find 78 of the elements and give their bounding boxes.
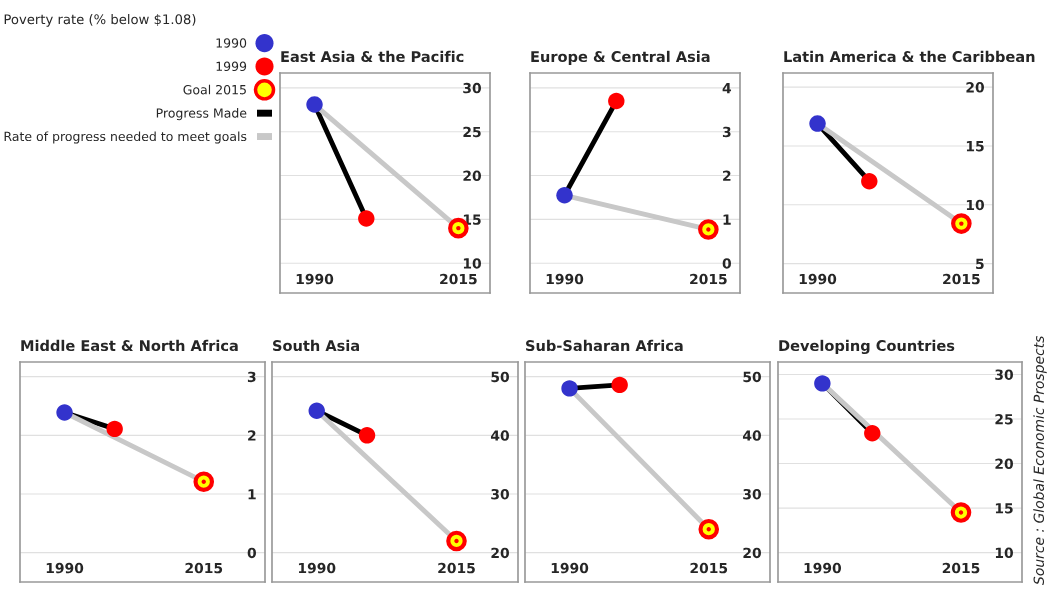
x-tick-label: 2015 — [690, 273, 727, 285]
y-tick-label: 30 — [743, 488, 761, 500]
y-tick-label: 40 — [742, 430, 761, 441]
point — [861, 173, 878, 190]
y-tick-label: 10 — [966, 199, 984, 211]
x-tick-label: 2015 — [440, 273, 477, 285]
x-tick-label: 1990 — [46, 562, 84, 574]
x-tick-label: 1990 — [298, 562, 336, 574]
y-tick-label: 4 — [722, 83, 732, 94]
point — [951, 213, 972, 234]
y-tick-label: 20 — [463, 170, 481, 182]
y-tick-label: 30 — [995, 369, 1013, 380]
x-tick-label: 2015 — [185, 562, 223, 574]
y-tick-label: 0 — [247, 547, 256, 559]
point — [814, 375, 831, 392]
y-tick-label: 25 — [463, 126, 481, 138]
y-tick-label: 50 — [491, 371, 509, 383]
x-tick-label: 2015 — [942, 562, 980, 574]
y-tick-label: 20 — [743, 547, 761, 559]
y-tick-label: 15 — [995, 503, 1013, 514]
chart-title: South Asia — [273, 339, 359, 352]
y-tick-label: 1 — [723, 214, 731, 225]
chart-title: East Asia & the Pacific — [281, 50, 464, 63]
chart-title: Sub-Saharan Africa — [526, 339, 683, 352]
y-tick-label: 3 — [247, 371, 256, 383]
legend-label: Rate of progress needed to meet goals — [4, 131, 247, 144]
x-tick-label: 1990 — [296, 273, 334, 285]
point — [698, 518, 720, 540]
y-tick-label: 25 — [995, 413, 1013, 425]
legend-title: Poverty rate (% below $1.08) — [4, 14, 196, 27]
y-tick-label: 20 — [491, 547, 509, 559]
x-tick-label: 1990 — [546, 273, 584, 285]
y-tick-label: 3 — [722, 126, 731, 138]
y-tick-label: 20 — [995, 458, 1013, 470]
y-tick-label: 20 — [966, 82, 984, 93]
chart-title: Middle East & North Africa — [21, 339, 238, 352]
y-tick-label: 30 — [491, 488, 509, 500]
point — [611, 376, 628, 394]
x-tick-label: 2015 — [438, 562, 475, 574]
x-tick-label: 2015 — [690, 562, 728, 574]
point — [56, 404, 73, 421]
point — [608, 92, 625, 110]
y-tick-label: 2 — [723, 170, 731, 181]
y-tick-label: 5 — [976, 258, 984, 270]
chart-title: Latin America & the Caribbean — [784, 50, 1035, 63]
point — [698, 219, 719, 240]
point — [106, 420, 123, 438]
point — [864, 425, 881, 442]
y-tick-label: 40 — [490, 430, 509, 441]
y-tick-label: 10 — [995, 547, 1013, 559]
point — [308, 402, 325, 419]
point — [809, 115, 826, 132]
point — [306, 96, 323, 113]
x-tick-label: 1990 — [804, 562, 842, 574]
point — [446, 530, 467, 552]
point — [950, 502, 972, 523]
point — [556, 187, 573, 204]
point — [561, 380, 578, 397]
y-tick-label: 50 — [743, 371, 761, 383]
x-tick-label: 2015 — [943, 273, 980, 285]
x-tick-label: 1990 — [551, 562, 589, 574]
y-tick-label: 2 — [248, 430, 256, 441]
y-tick-label: 10 — [463, 258, 481, 269]
y-tick-label: 15 — [966, 141, 984, 152]
legend-label: Goal 2015 — [183, 84, 246, 95]
legend-label: Progress Made — [156, 108, 247, 121]
y-tick-label: 30 — [463, 82, 481, 94]
point — [358, 210, 375, 227]
legend-label: 1990 — [216, 38, 247, 48]
y-tick-label: 1 — [248, 489, 256, 500]
point — [358, 427, 376, 444]
x-tick-label: 1990 — [799, 273, 837, 285]
point — [193, 471, 215, 492]
chart-title: Europe & Central Asia — [531, 50, 710, 65]
source-note: Source : Global Economic Prospects — [1033, 335, 1047, 585]
y-tick-label: 0 — [722, 258, 731, 269]
legend-label: 1999 — [216, 61, 247, 72]
chart-title: Developing Countries — [779, 339, 955, 355]
